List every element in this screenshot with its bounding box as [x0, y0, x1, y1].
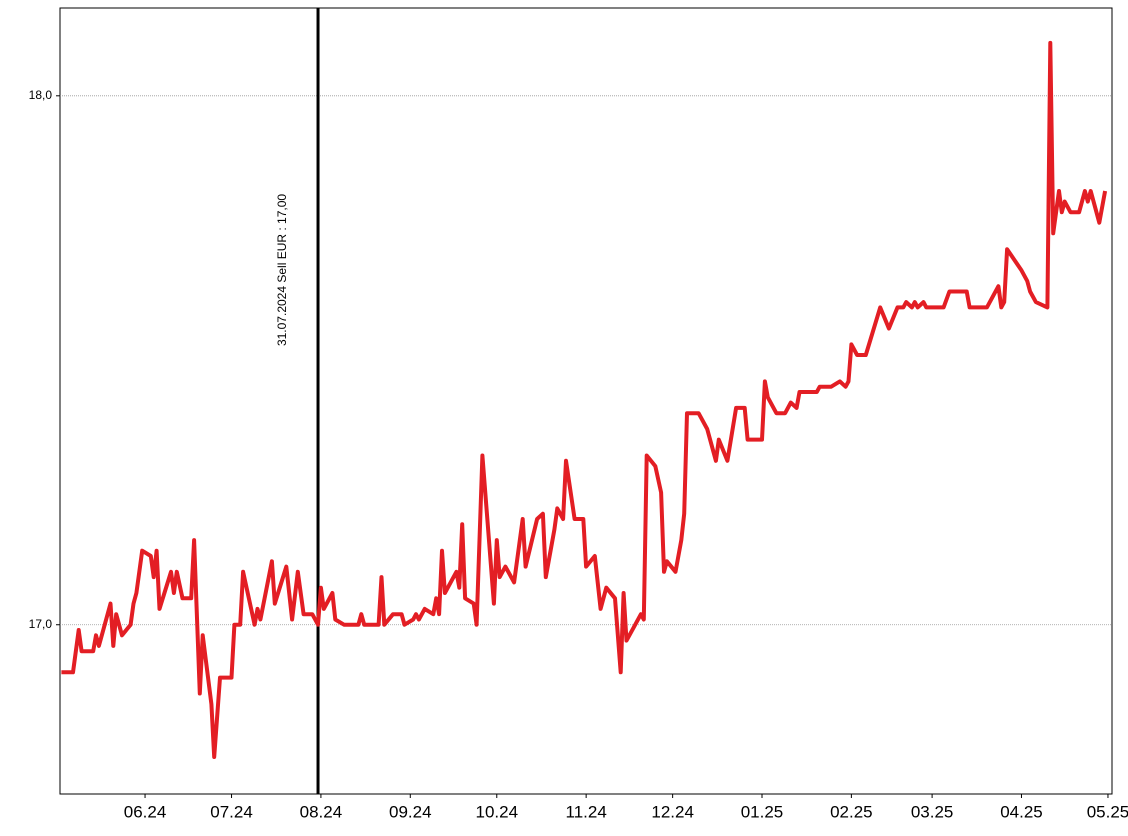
x-tick-label: 06.24 — [124, 802, 167, 821]
y-tick-label: 18,0 — [29, 88, 53, 102]
x-tick-label: 09.24 — [389, 802, 432, 821]
y-tick-label: 17,0 — [29, 617, 53, 631]
plot-frame — [59, 7, 1113, 795]
x-tick-label: 10.24 — [475, 802, 518, 821]
x-tick-label: 07.24 — [210, 802, 253, 821]
x-tick-label: 05.25 — [1087, 802, 1128, 821]
x-tick-label: 08.24 — [300, 802, 343, 821]
x-tick-label: 03.25 — [911, 802, 954, 821]
x-tick-label: 01.25 — [741, 802, 784, 821]
x-tick-label: 02.25 — [830, 802, 873, 821]
x-tick-label: 12.24 — [651, 802, 694, 821]
x-tick-label: 04.25 — [1000, 802, 1043, 821]
price-line — [61, 40, 1108, 759]
annotation: 31.07.2024 Sell EUR : 17,00 — [275, 194, 289, 346]
x-tick-label: 11.24 — [566, 802, 607, 821]
